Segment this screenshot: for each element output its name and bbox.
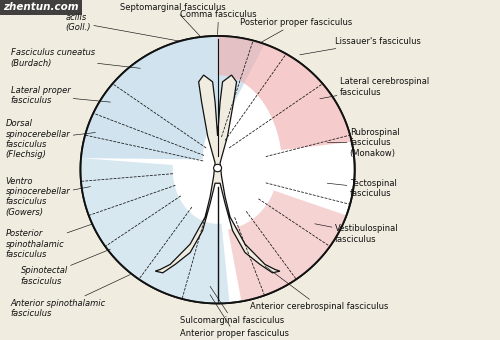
Text: Lissauer's fasciculus: Lissauer's fasciculus: [300, 37, 420, 55]
Polygon shape: [228, 190, 346, 301]
Text: Dorsal
spinocerebellar
fasciculus
(Flechsig): Dorsal spinocerebellar fasciculus (Flech…: [6, 119, 96, 159]
Text: Comma fasciculus: Comma fasciculus: [180, 11, 257, 34]
Text: Ventro
spinocerebellar
fasciculus
(Gowers): Ventro spinocerebellar fasciculus (Gower…: [6, 177, 90, 217]
Text: Fasciculus cuneatus
(Burdach): Fasciculus cuneatus (Burdach): [10, 49, 140, 68]
Text: Lateral proper
fasciculus: Lateral proper fasciculus: [10, 86, 110, 105]
Text: Anterior cerebrospinal fasciculus: Anterior cerebrospinal fasciculus: [250, 266, 388, 311]
Text: Anterior proper fasciculus: Anterior proper fasciculus: [180, 295, 289, 338]
Text: Anterior spinothalamic
fasciculus: Anterior spinothalamic fasciculus: [10, 274, 130, 318]
Text: Posterior
spinothalamic
fasciculus: Posterior spinothalamic fasciculus: [6, 224, 93, 259]
Text: Septomarginal fasciculus: Septomarginal fasciculus: [120, 3, 226, 36]
Text: Lateral cerebrospinal
fasciculus: Lateral cerebrospinal fasciculus: [320, 77, 429, 99]
Ellipse shape: [214, 164, 222, 172]
Text: Posterior proper fasciculus: Posterior proper fasciculus: [240, 18, 352, 43]
Text: acilis
(Goll.): acilis (Goll.): [66, 13, 180, 41]
Polygon shape: [80, 158, 230, 303]
Text: zhentun.com: zhentun.com: [3, 2, 78, 12]
Text: Tectospinal
fasciculus: Tectospinal fasciculus: [328, 178, 396, 198]
Polygon shape: [81, 36, 264, 159]
Text: Sulcomarginal fasciculus: Sulcomarginal fasciculus: [180, 286, 284, 325]
Text: Rubrospinal
fasciculus
(Monakow): Rubrospinal fasciculus (Monakow): [328, 128, 400, 157]
Polygon shape: [80, 36, 354, 303]
Polygon shape: [218, 36, 352, 150]
Text: Spinotectal
fasciculus: Spinotectal fasciculus: [20, 249, 110, 286]
Text: Vestibulospinal
fasciculus: Vestibulospinal fasciculus: [315, 224, 398, 244]
Polygon shape: [156, 75, 280, 273]
